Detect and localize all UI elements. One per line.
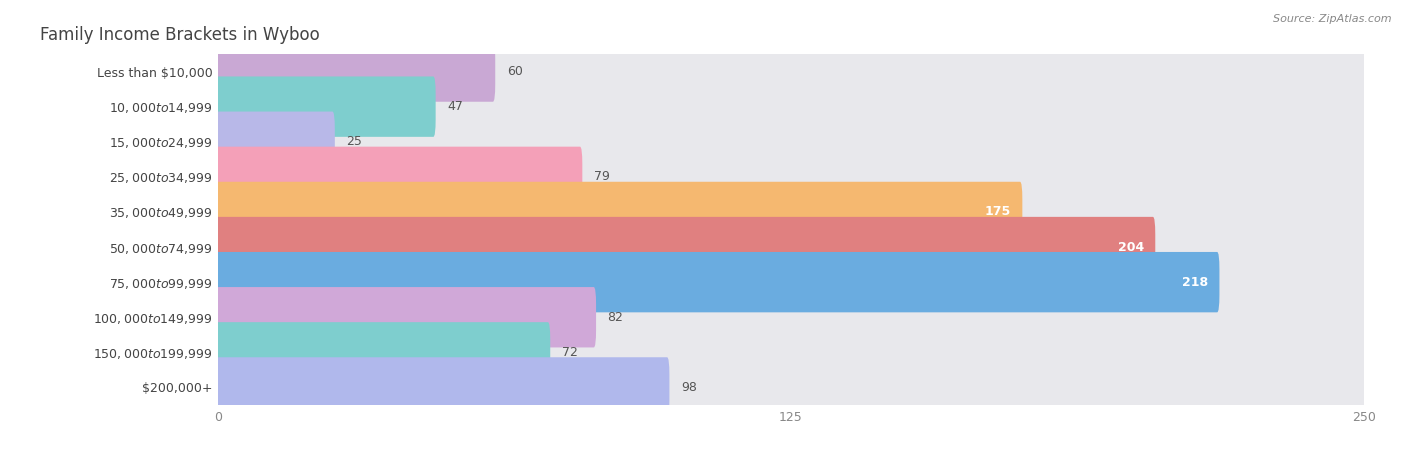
Bar xyxy=(218,230,1364,265)
FancyBboxPatch shape xyxy=(215,182,1022,242)
Bar xyxy=(218,265,1364,300)
FancyBboxPatch shape xyxy=(215,182,1367,242)
Text: 218: 218 xyxy=(1182,276,1208,288)
Bar xyxy=(218,370,1364,405)
Bar xyxy=(218,300,1364,335)
FancyBboxPatch shape xyxy=(215,252,1367,312)
FancyBboxPatch shape xyxy=(215,217,1156,277)
Text: 60: 60 xyxy=(506,65,523,78)
Bar xyxy=(218,159,1364,194)
FancyBboxPatch shape xyxy=(215,357,669,418)
Bar xyxy=(218,194,1364,230)
FancyBboxPatch shape xyxy=(215,287,1367,347)
Text: Source: ZipAtlas.com: Source: ZipAtlas.com xyxy=(1274,14,1392,23)
FancyBboxPatch shape xyxy=(215,76,436,137)
FancyBboxPatch shape xyxy=(215,112,1367,172)
Text: Family Income Brackets in Wyboo: Family Income Brackets in Wyboo xyxy=(41,26,321,44)
Text: 72: 72 xyxy=(561,346,578,359)
Text: 204: 204 xyxy=(1118,241,1144,253)
Text: 25: 25 xyxy=(346,135,363,148)
FancyBboxPatch shape xyxy=(215,41,1367,102)
FancyBboxPatch shape xyxy=(215,112,335,172)
FancyBboxPatch shape xyxy=(215,147,582,207)
Text: 175: 175 xyxy=(984,206,1011,218)
Bar xyxy=(218,89,1364,124)
Text: 98: 98 xyxy=(681,381,697,394)
Bar xyxy=(218,124,1364,159)
FancyBboxPatch shape xyxy=(215,322,550,382)
Text: 47: 47 xyxy=(447,100,463,113)
FancyBboxPatch shape xyxy=(215,357,1367,418)
FancyBboxPatch shape xyxy=(215,252,1219,312)
Text: 79: 79 xyxy=(593,171,610,183)
Bar xyxy=(218,54,1364,89)
Text: 82: 82 xyxy=(607,311,623,324)
Bar xyxy=(218,335,1364,370)
FancyBboxPatch shape xyxy=(215,147,1367,207)
FancyBboxPatch shape xyxy=(215,322,1367,382)
FancyBboxPatch shape xyxy=(215,287,596,347)
FancyBboxPatch shape xyxy=(215,217,1367,277)
FancyBboxPatch shape xyxy=(215,76,1367,137)
FancyBboxPatch shape xyxy=(215,41,495,102)
